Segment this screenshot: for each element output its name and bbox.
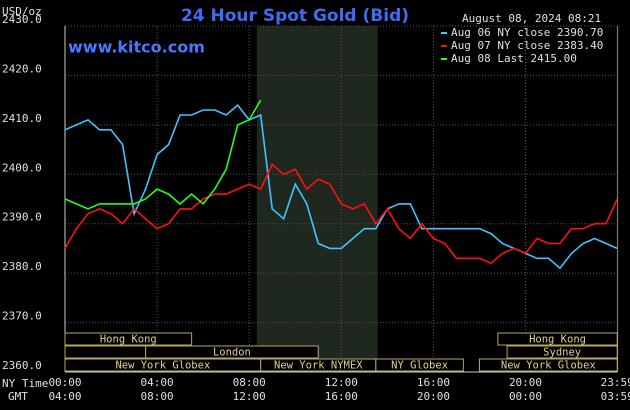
session-box: [64, 345, 147, 359]
market-hours-shade: [256, 26, 378, 372]
session-label: New York Globex: [115, 360, 210, 372]
y-tick-label: 2380.0: [2, 260, 42, 273]
y-tick-label: 2390.0: [2, 211, 42, 224]
y-tick-label: 2430.0: [2, 13, 42, 26]
x2-tick-label: 16:00: [325, 390, 358, 403]
x-axis-label: NY Time: [2, 377, 48, 390]
x-tick-label: 20:00: [509, 376, 542, 389]
y-tick-label: 2360.0: [2, 359, 42, 372]
y-tick-label: 2420.0: [2, 62, 42, 75]
session-box: [375, 358, 464, 372]
legend-label: Aug 08 Last 2415.00: [451, 52, 577, 65]
y-axis-label: USD/oz: [2, 5, 42, 18]
x-tick-label: 23:59: [601, 376, 630, 389]
x2-tick-label: 12:00: [233, 390, 266, 403]
session-label: New York NYMEX: [274, 360, 363, 372]
price-line: [64, 99, 262, 210]
x-tick-label: 12:00: [325, 376, 358, 389]
session-label: New York Globex: [501, 360, 596, 372]
session-label: Hong Kong: [529, 334, 586, 346]
x2-tick-label: 00:00: [509, 390, 542, 403]
x2-tick-label: 20:00: [417, 390, 450, 403]
session-label: Sydney: [543, 347, 581, 359]
session-box: [497, 332, 618, 346]
x-tick-label: 08:00: [233, 376, 266, 389]
x2-tick-label: 04:00: [48, 390, 81, 403]
y-tick-label: 2400.0: [2, 161, 42, 174]
y-tick-label: 2410.0: [2, 112, 42, 125]
site-label: www.kitco.com: [68, 38, 205, 57]
session-label: Hong Kong: [100, 334, 157, 346]
x2-tick-label: 03:59: [601, 390, 630, 403]
x-tick-label: 16:00: [417, 376, 450, 389]
session-box: [506, 345, 618, 359]
session-label: NY Globex: [391, 360, 448, 372]
chart-title: 24 Hour Spot Gold (Bid): [181, 6, 409, 26]
x-tick-label: 00:00: [48, 376, 81, 389]
x2-tick-label: 08:00: [141, 390, 174, 403]
price-line: [64, 163, 618, 265]
plot-background: [256, 26, 378, 372]
session-label: London: [213, 347, 251, 359]
session-box: [64, 332, 193, 346]
legend-label: Aug 06 NY close 2390.70: [451, 26, 603, 39]
session-box: [478, 358, 618, 372]
x-tick-label: 04:00: [141, 376, 174, 389]
legend-label: Aug 07 NY close 2383.40: [451, 39, 603, 52]
y-tick-label: 2370.0: [2, 310, 42, 323]
date-label: August 08, 2024 08:21: [462, 12, 601, 25]
x2-axis-label: GMT: [8, 390, 28, 403]
